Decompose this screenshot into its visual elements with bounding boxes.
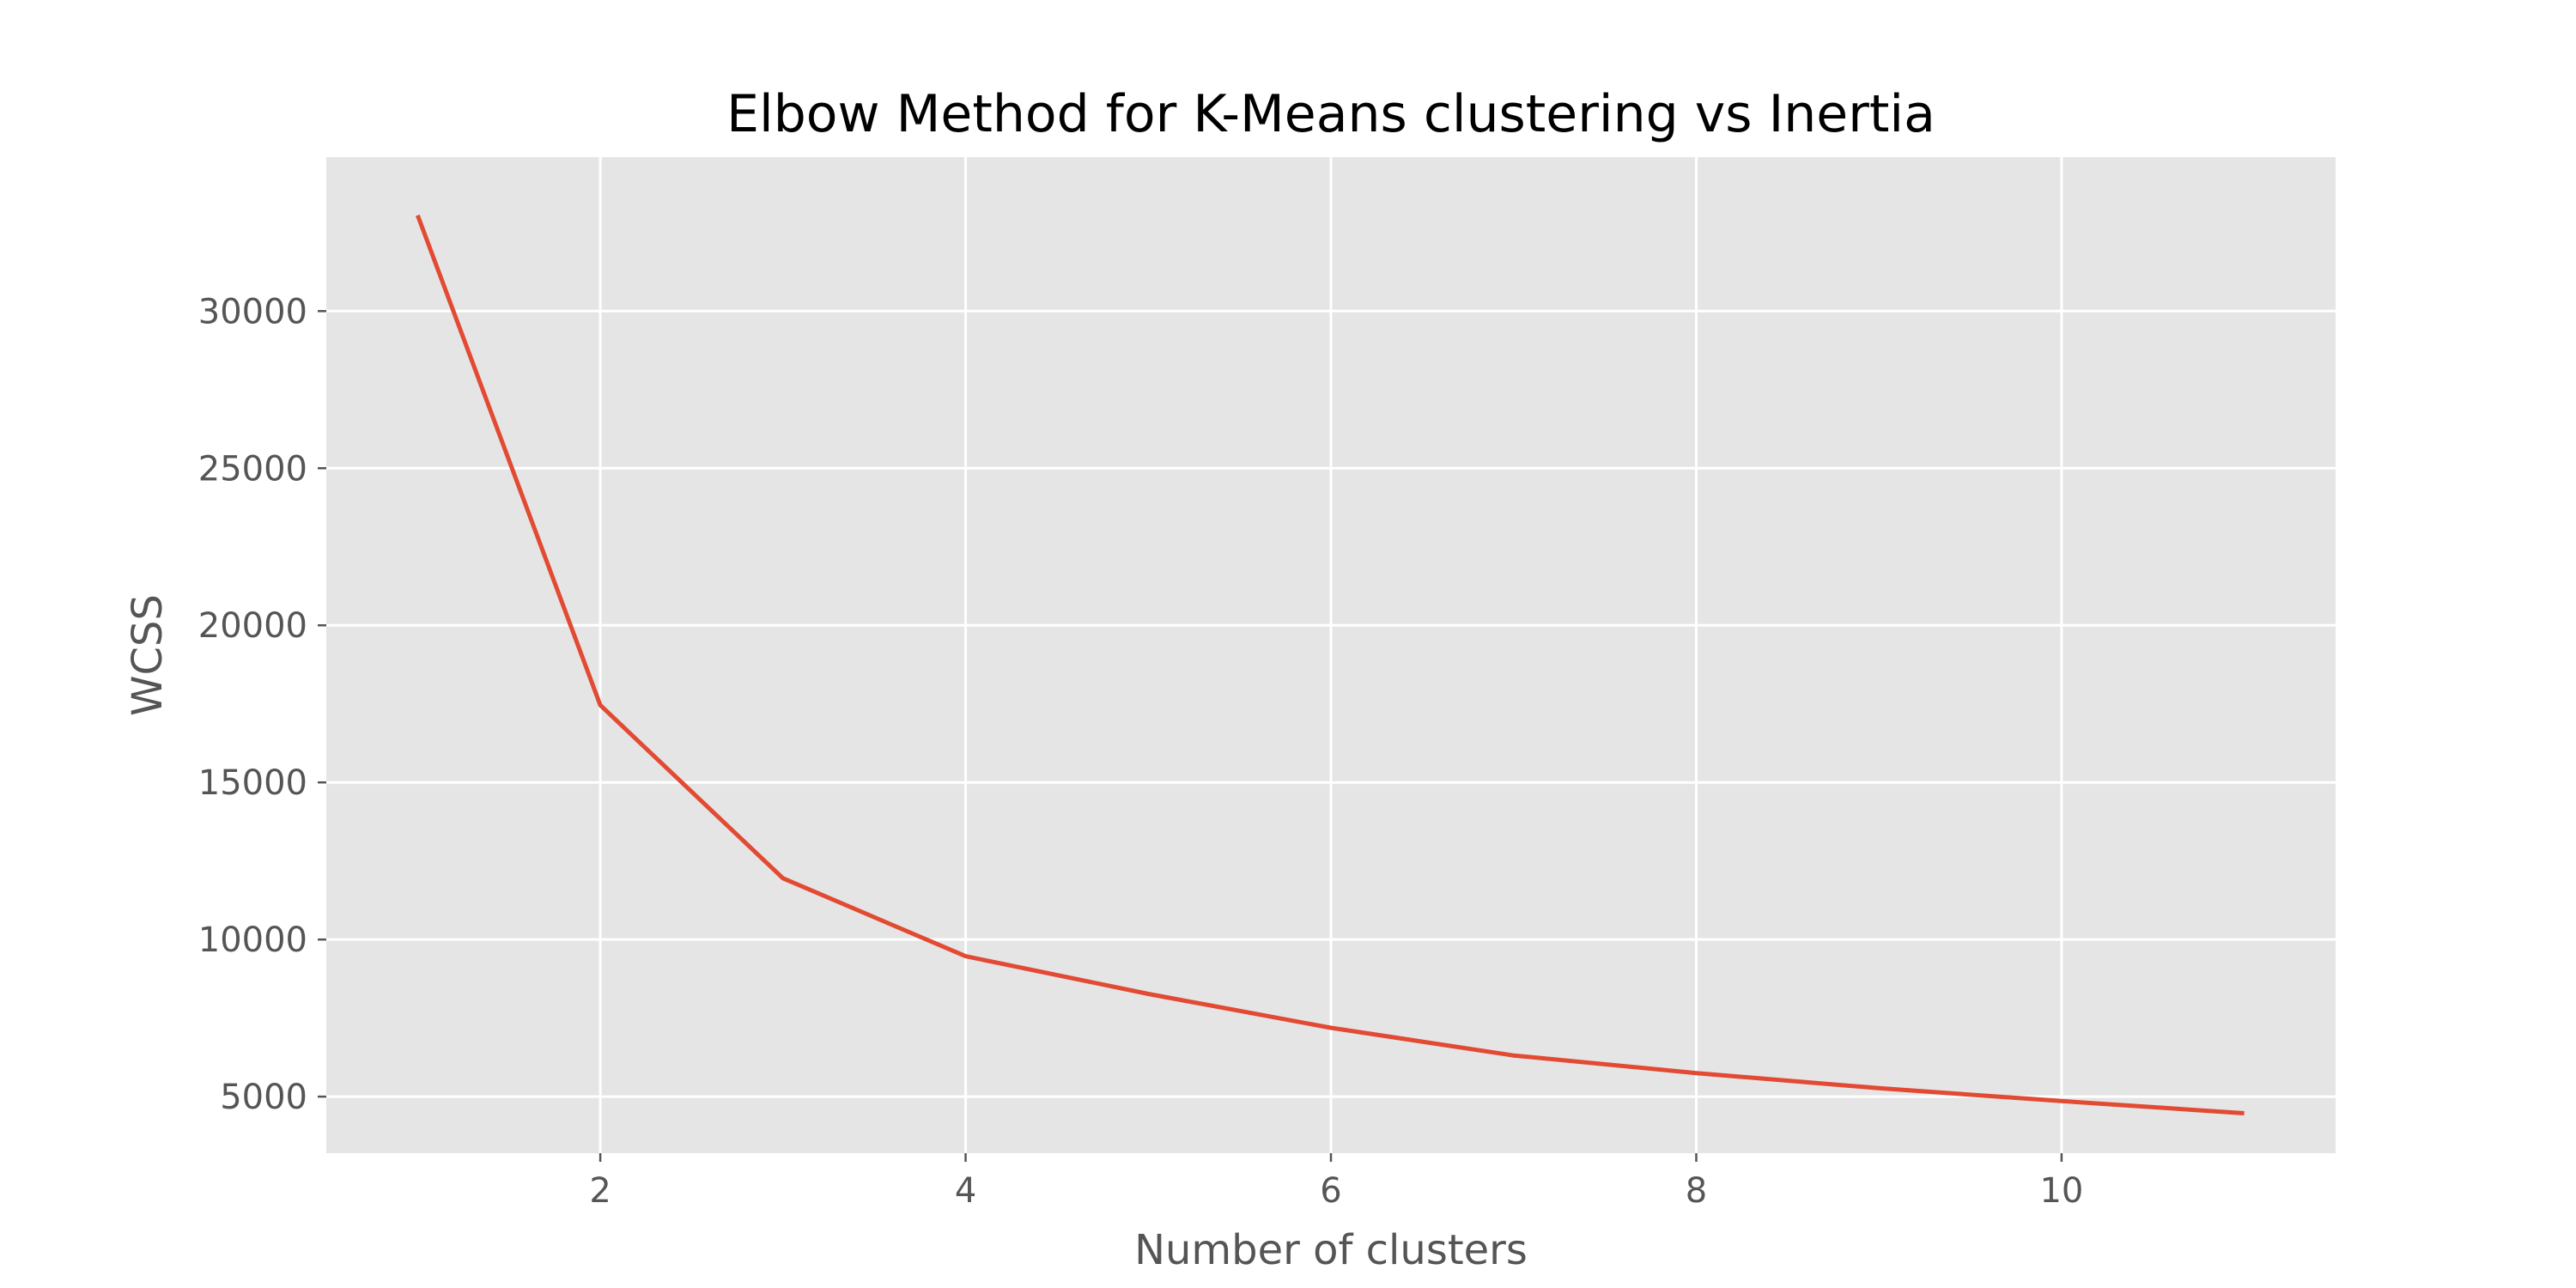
y-tick-label: 10000 (198, 920, 307, 960)
axis-ticks: 2 4 6 8 10 5000 10000 15000 20000 25000 30000 (198, 292, 2084, 1211)
y-tick-label: 30000 (198, 292, 307, 331)
y-tick-label: 20000 (198, 606, 307, 646)
y-tick-label: 15000 (198, 763, 307, 803)
x-tick-label: 6 (1320, 1171, 1341, 1211)
series-layer (416, 214, 2245, 1115)
x-tick-label: 8 (1686, 1171, 1707, 1211)
y-axis-label: WCSS (124, 594, 172, 716)
y-tick-label: 25000 (198, 449, 307, 489)
x-axis-label: Number of clusters (1134, 1226, 1528, 1274)
y-tick-label: 5000 (220, 1078, 307, 1117)
x-tick-label: 2 (589, 1171, 611, 1211)
x-tick-label: 10 (2039, 1171, 2083, 1211)
grid-lines (326, 157, 2336, 1153)
series-line (416, 214, 2245, 1115)
x-tick-label: 4 (955, 1171, 976, 1211)
chart-title: Elbow Method for K-Means clustering vs I… (726, 84, 1935, 144)
